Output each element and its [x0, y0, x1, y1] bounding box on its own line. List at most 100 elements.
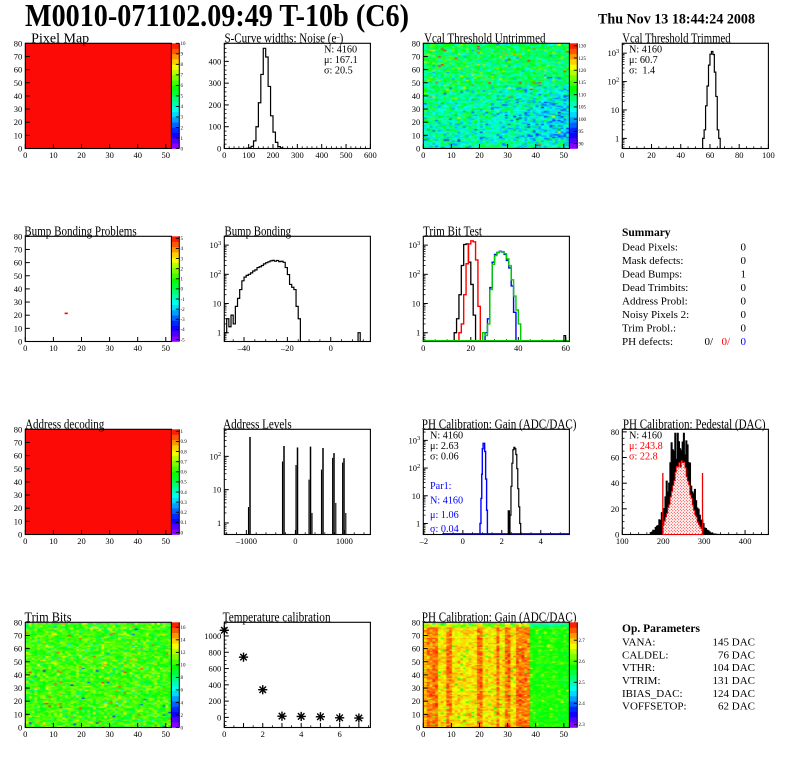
svg-text:50: 50 [560, 729, 569, 739]
svg-text:70: 70 [14, 631, 23, 641]
svg-text:10: 10 [181, 664, 187, 669]
svg-text:4: 4 [181, 247, 184, 252]
svg-text:2.7: 2.7 [579, 639, 586, 644]
svg-text:8: 8 [181, 676, 184, 681]
svg-text:1000: 1000 [336, 536, 353, 546]
svg-text:–20: –20 [280, 343, 294, 353]
svg-text:80: 80 [412, 38, 421, 48]
svg-text:103: 103 [608, 48, 620, 58]
svg-text:PH Calibration: Pedestal (DAC): PH Calibration: Pedestal (DAC) [623, 416, 766, 431]
svg-text:20: 20 [467, 343, 476, 353]
svg-text:20: 20 [77, 536, 86, 546]
svg-text:30: 30 [412, 104, 421, 114]
svg-text:0.1: 0.1 [181, 521, 188, 526]
svg-text:500: 500 [340, 150, 353, 160]
svg-text:μ: 2.63: μ: 2.63 [430, 441, 459, 452]
svg-text:10: 10 [14, 323, 23, 333]
svg-text:20: 20 [14, 696, 23, 706]
svg-text:100: 100 [242, 150, 255, 160]
svg-text:6: 6 [181, 84, 184, 89]
svg-text:Address decoding: Address decoding [25, 416, 104, 431]
svg-text:0: 0 [23, 729, 27, 739]
svg-text:Mask defects:: Mask defects: [622, 255, 683, 267]
svg-text:60: 60 [14, 65, 23, 75]
svg-text:30: 30 [14, 490, 23, 500]
svg-text:4: 4 [181, 701, 184, 706]
svg-text:10: 10 [181, 42, 187, 47]
svg-text:50: 50 [14, 464, 23, 474]
svg-text:40: 40 [14, 477, 23, 487]
svg-text:0: 0 [741, 242, 747, 254]
svg-text:N: 4160: N: 4160 [430, 431, 463, 442]
svg-text:0: 0 [18, 530, 22, 540]
svg-text:10: 10 [213, 485, 222, 495]
svg-text:40: 40 [676, 150, 685, 160]
svg-text:0: 0 [23, 536, 27, 546]
svg-text:0: 0 [217, 144, 221, 154]
svg-text:200: 200 [657, 536, 670, 546]
svg-text:0: 0 [293, 536, 297, 546]
svg-text:102: 102 [210, 269, 222, 279]
svg-text:8: 8 [181, 63, 184, 68]
svg-text:Dead Pixels:: Dead Pixels: [622, 242, 678, 254]
svg-text:0: 0 [416, 144, 420, 154]
svg-text:50: 50 [560, 150, 569, 160]
svg-text:30: 30 [105, 343, 114, 353]
svg-text:0: 0 [741, 309, 747, 321]
svg-text:-3: -3 [181, 318, 186, 323]
svg-text:–40: –40 [237, 343, 251, 353]
svg-text:0/: 0/ [721, 336, 731, 348]
svg-text:μ: 1.06: μ: 1.06 [430, 510, 459, 521]
svg-text:–1000: –1000 [235, 536, 257, 546]
svg-text:10: 10 [447, 729, 456, 739]
svg-text:30: 30 [105, 729, 114, 739]
svg-text:60: 60 [611, 453, 620, 463]
svg-text:PH Calibration: Gain (ADC/DAC): PH Calibration: Gain (ADC/DAC) [422, 609, 577, 624]
svg-text:σ: 0.04: σ: 0.04 [430, 524, 459, 535]
svg-text:120: 120 [579, 69, 587, 74]
svg-text:70: 70 [412, 52, 421, 62]
svg-text:10: 10 [412, 709, 421, 719]
svg-text:40: 40 [133, 150, 142, 160]
svg-text:10: 10 [412, 491, 421, 501]
svg-text:40: 40 [133, 536, 142, 546]
svg-text:0: 0 [222, 729, 226, 739]
svg-text:2.3: 2.3 [579, 723, 586, 728]
svg-text:CALDEL:: CALDEL: [622, 649, 668, 661]
svg-text:30: 30 [503, 729, 512, 739]
svg-text:N: 4160: N: 4160 [629, 45, 662, 56]
svg-text:0.7: 0.7 [181, 461, 188, 466]
svg-text:5: 5 [181, 95, 184, 100]
svg-text:131 DAC: 131 DAC [713, 675, 755, 687]
svg-text:0: 0 [741, 255, 747, 267]
svg-text:Bump Bonding: Bump Bonding [225, 223, 292, 238]
svg-text:–2: –2 [419, 536, 429, 546]
svg-text:0: 0 [741, 336, 747, 348]
svg-text:60: 60 [412, 65, 421, 75]
svg-text:1: 1 [217, 328, 221, 338]
svg-text:30: 30 [14, 104, 23, 114]
svg-text:VTRIM:: VTRIM: [622, 675, 661, 687]
svg-text:M0010-071102.09:49 T-10b (C6): M0010-071102.09:49 T-10b (C6) [25, 0, 409, 33]
svg-text:40: 40 [14, 284, 23, 294]
svg-text:40: 40 [412, 670, 421, 680]
svg-text:20: 20 [611, 504, 620, 514]
svg-text:μ: 167.1: μ: 167.1 [324, 55, 358, 66]
svg-text:12: 12 [181, 651, 187, 656]
svg-text:0: 0 [615, 530, 619, 540]
svg-text:10: 10 [213, 299, 222, 309]
svg-text:0/: 0/ [704, 336, 714, 348]
svg-text:2: 2 [181, 126, 184, 131]
svg-text:N: 4160: N: 4160 [324, 45, 357, 56]
svg-text:2: 2 [500, 536, 504, 546]
svg-text:104 DAC: 104 DAC [713, 662, 755, 674]
svg-text:Address Probl:: Address Probl: [622, 296, 688, 308]
svg-text:0: 0 [181, 147, 184, 152]
svg-text:VTHR:: VTHR: [622, 662, 655, 674]
svg-text:-4: -4 [181, 328, 186, 333]
svg-text:50: 50 [162, 150, 171, 160]
svg-text:40: 40 [412, 91, 421, 101]
svg-text:200: 200 [267, 150, 280, 160]
svg-text:20: 20 [475, 150, 484, 160]
svg-text:600: 600 [364, 150, 377, 160]
